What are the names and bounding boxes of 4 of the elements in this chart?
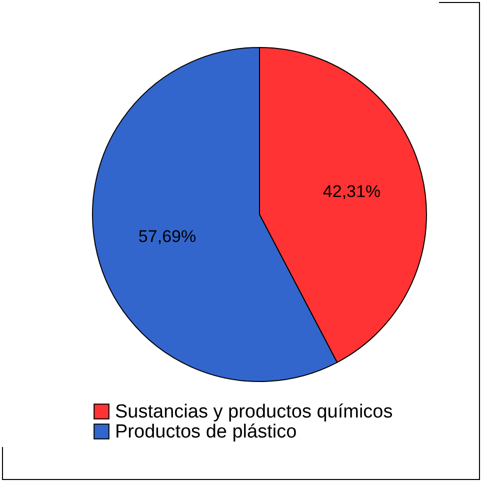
data-label: 42,31% bbox=[322, 182, 381, 201]
legend-label: Productos de plástico bbox=[115, 422, 297, 442]
legend-label: Sustancias y productos químicos bbox=[115, 402, 393, 422]
data-label: 57,69% bbox=[138, 227, 196, 246]
